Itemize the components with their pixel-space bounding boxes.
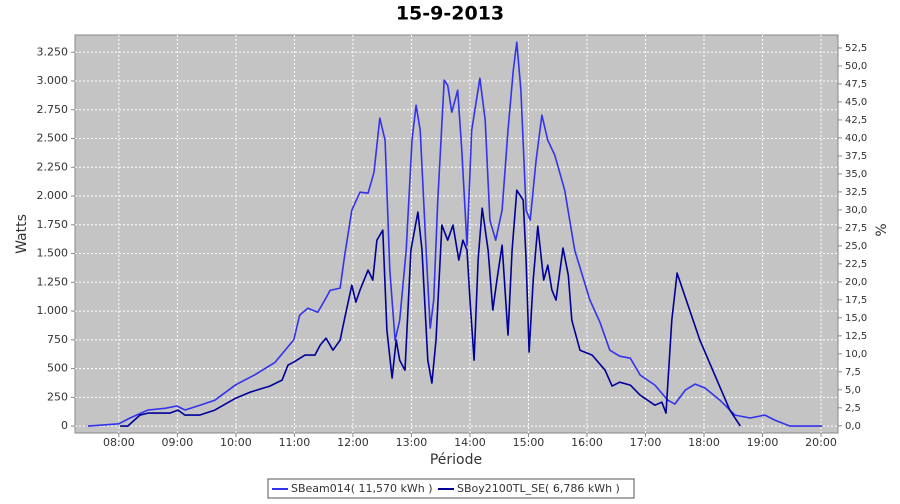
y2-tick-label: 12,5 — [845, 331, 867, 342]
x-axis-label: Période — [430, 452, 482, 468]
y2-tick-label: 52,5 — [845, 43, 867, 54]
y-tick-label: 250 — [47, 390, 68, 403]
y2-tick-label: 0,0 — [845, 421, 861, 432]
y2-tick-label: 37,5 — [845, 151, 867, 162]
y2-tick-label: 20,0 — [845, 277, 867, 288]
y2-tick-label: 35,0 — [845, 169, 867, 180]
y2-tick-label: 32,5 — [845, 187, 867, 198]
y2-tick-label: 7,5 — [845, 367, 861, 378]
x-tick-label: 17:00 — [630, 436, 662, 449]
y2-tick-label: 5,0 — [845, 385, 861, 396]
series-line — [120, 189, 741, 427]
legend-label: SBoy2100TL_SE( 6,786 kWh ) — [457, 482, 620, 495]
x-tick-label: 08:00 — [103, 436, 135, 449]
series-line — [87, 41, 823, 427]
y2-tick-label: 42,5 — [845, 115, 867, 126]
x-tick-label: 20:00 — [805, 436, 837, 449]
y-tick-label: 3.250 — [37, 45, 69, 58]
y2-tick-label: 17,5 — [845, 295, 867, 306]
x-tick-label: 09:00 — [162, 436, 194, 449]
y-tick-label: 1.750 — [37, 218, 69, 231]
y2-tick-label: 47,5 — [845, 79, 867, 90]
y-axis-label: Watts — [14, 214, 30, 254]
y2-tick-label: 22,5 — [845, 259, 867, 270]
legend-label: SBeam014( 11,570 kWh ) — [291, 482, 433, 495]
x-tick-label: 14:00 — [454, 436, 486, 449]
x-tick-label: 18:00 — [688, 436, 720, 449]
y2-tick-label: 2,5 — [845, 403, 861, 414]
x-tick-label: 15:00 — [513, 436, 545, 449]
y2-tick-label: 27,5 — [845, 223, 867, 234]
y-tick-label: 2.000 — [37, 189, 69, 202]
y2-tick-label: 40,0 — [845, 133, 867, 144]
x-tick-label: 16:00 — [571, 436, 603, 449]
y2-tick-label: 45,0 — [845, 97, 867, 108]
y2-tick-label: 15,0 — [845, 313, 867, 324]
y-tick-label: 1.000 — [37, 304, 69, 317]
y2-tick-label: 10,0 — [845, 349, 867, 360]
y-tick-label: 2.750 — [37, 103, 69, 116]
x-tick-label: 13:00 — [396, 436, 428, 449]
y2-tick-label: 50,0 — [845, 61, 867, 72]
chart-title: 15-9-2013 — [396, 3, 504, 25]
x-tick-label: 12:00 — [337, 436, 369, 449]
y-tick-label: 0 — [61, 419, 68, 432]
y-tick-label: 2.500 — [37, 132, 69, 145]
y2-axis-label: % — [874, 223, 890, 236]
y2-tick-label: 30,0 — [845, 205, 867, 216]
y-tick-label: 1.250 — [37, 275, 69, 288]
y2-tick-label: 25,0 — [845, 241, 867, 252]
x-tick-label: 10:00 — [220, 436, 252, 449]
y-tick-label: 1.500 — [37, 247, 69, 260]
y-tick-label: 500 — [47, 362, 68, 375]
y-tick-label: 2.250 — [37, 160, 69, 173]
x-tick-label: 11:00 — [279, 436, 311, 449]
y-tick-label: 750 — [47, 333, 68, 346]
x-tick-label: 19:00 — [747, 436, 779, 449]
y-tick-label: 3.000 — [37, 74, 69, 87]
